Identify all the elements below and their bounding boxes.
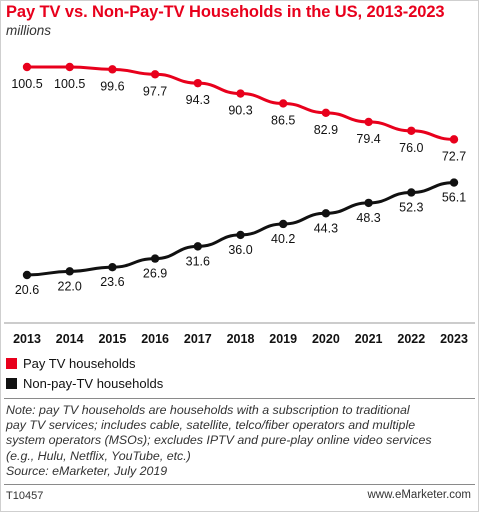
legend-item-pay-tv: Pay TV households <box>6 356 136 371</box>
non-pay-tv-data-point <box>22 270 32 280</box>
data-label: 31.6 <box>186 254 210 268</box>
non-pay-tv-data-point <box>364 198 373 208</box>
non-pay-tv-data-point <box>321 209 331 218</box>
non-pay-tv-data-point <box>108 262 117 272</box>
x-tick-label: 2015 <box>98 332 126 346</box>
x-tick-label: 2019 <box>269 332 297 346</box>
note-line: (e.g., Hulu, Netflix, YouTube, etc.) <box>6 448 191 463</box>
non-pay-tv-data-point <box>150 254 160 263</box>
data-label: 76.0 <box>399 141 423 155</box>
data-label: 44.3 <box>314 221 338 235</box>
non-pay-tv-data-point <box>193 242 202 251</box>
x-tick-label: 2014 <box>56 332 84 346</box>
data-label: 86.5 <box>271 113 295 127</box>
legend-swatch-pay-tv <box>6 358 17 369</box>
non-pay-tv-data-point <box>279 219 288 229</box>
note-line: Note: pay TV households are households w… <box>6 403 410 417</box>
chart-subtitle: millions <box>6 23 52 38</box>
data-label: 36.0 <box>228 243 252 257</box>
pay-tv-data-point <box>193 78 202 88</box>
data-label: 79.4 <box>356 132 380 146</box>
x-tick-label: 2022 <box>397 332 425 346</box>
chart-note: Note: pay TV households are households w… <box>6 403 471 479</box>
pay-tv-data-point <box>321 108 331 118</box>
x-tick-label: 2017 <box>184 332 212 346</box>
line-chart: 2013 2014 2015 2016 2017 2018 2019 2020 2021 2022… <box>4 62 475 346</box>
x-tick-label: 2013 <box>13 332 41 346</box>
legend-item-non-pay-tv: Non-pay-TV households <box>6 376 163 391</box>
pay-tv-data-point <box>22 62 32 72</box>
x-tick-label: 2021 <box>355 332 383 346</box>
source-line: Source: eMarketer, July 2019 <box>6 463 168 478</box>
non-pay-tv-data-point <box>407 188 416 197</box>
non-pay-tv-data-point <box>65 267 74 276</box>
x-tick-label: 2023 <box>440 332 468 346</box>
data-label: 26.9 <box>143 267 167 281</box>
pay-tv-data-point <box>449 135 459 144</box>
pay-tv-data-point <box>279 99 288 108</box>
non-pay-tv-data-point <box>449 178 459 187</box>
pay-tv-data-point <box>407 126 416 135</box>
legend-swatch-non-pay-tv <box>6 378 17 389</box>
data-label: 48.3 <box>356 211 380 225</box>
data-label: 94.3 <box>186 93 210 107</box>
note-divider <box>4 398 475 399</box>
legend-label-non-pay-tv: Non-pay-TV households <box>23 376 164 391</box>
pay-tv-data-point <box>236 89 245 98</box>
note-line: pay TV services; includes cable, satelli… <box>6 418 416 433</box>
legend-label-pay-tv: Pay TV households <box>23 356 136 371</box>
pay-tv-data-point <box>364 117 373 127</box>
pay-tv-data-point <box>108 65 117 74</box>
data-label: 56.1 <box>442 191 466 205</box>
data-label: 100.5 <box>54 77 85 91</box>
data-label: 82.9 <box>314 123 338 137</box>
non-pay-tv-series-line <box>26 181 455 277</box>
x-tick-label: 2018 <box>227 332 255 346</box>
chart-title: Pay TV vs. Non-Pay-TV Households in the … <box>6 3 445 21</box>
data-label: 100.5 <box>11 77 42 91</box>
non-pay-tv-data-point <box>236 230 245 240</box>
data-label: 22.0 <box>58 279 82 293</box>
note-line: system operators (MSOs); excludes IPTV a… <box>6 433 432 448</box>
x-tick-label: 2016 <box>141 332 169 346</box>
data-label: 20.6 <box>15 283 39 297</box>
data-label: 97.7 <box>143 84 167 98</box>
pay-tv-data-point <box>65 62 74 72</box>
data-label: 23.6 <box>100 275 124 289</box>
data-label: 72.7 <box>442 149 466 163</box>
data-label: 40.2 <box>271 232 295 246</box>
data-label: 52.3 <box>399 200 423 214</box>
pay-tv-data-point <box>150 70 160 79</box>
chart-id: T10457 <box>6 490 44 502</box>
data-label: 90.3 <box>228 104 252 118</box>
footer-divider <box>4 484 475 485</box>
data-label: 99.6 <box>100 79 124 93</box>
x-tick-label: 2020 <box>312 332 340 346</box>
source-site: www.eMarketer.com <box>367 489 471 501</box>
